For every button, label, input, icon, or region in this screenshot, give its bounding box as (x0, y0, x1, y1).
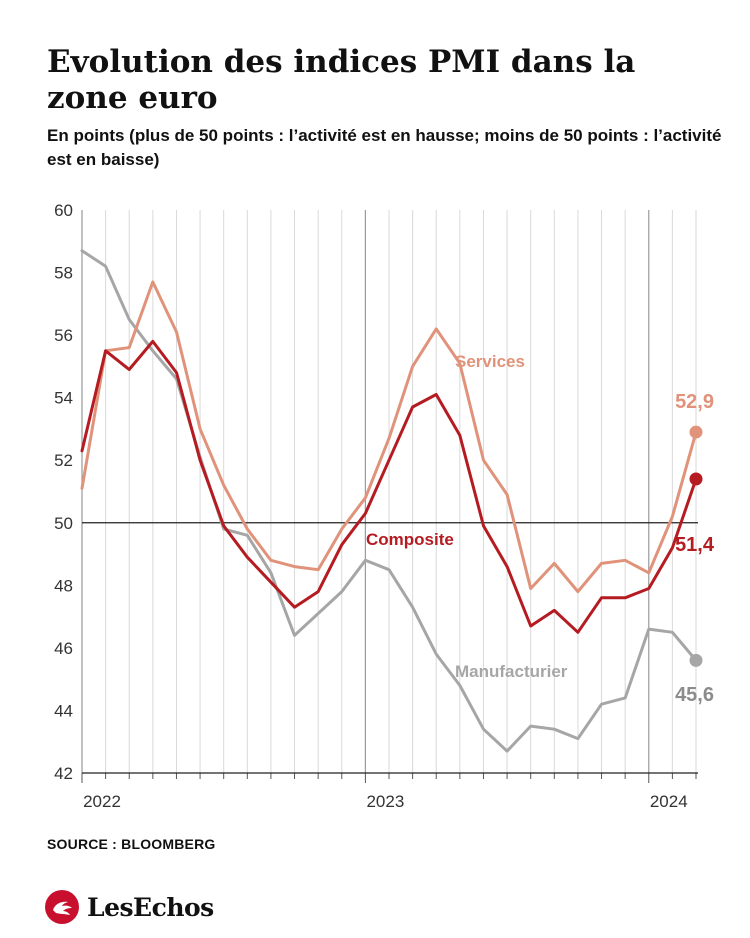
services-end-point (689, 425, 703, 439)
x-tick-label: 2024 (650, 792, 688, 811)
series-lines (80, 249, 703, 753)
services-end-value: 52,9 (675, 391, 714, 413)
y-tick-label: 42 (54, 764, 73, 783)
composite-end-point (689, 472, 703, 486)
manufacturier-end-value: 45,6 (675, 684, 714, 706)
manufacturier-series-name: Manufacturier (455, 662, 568, 681)
y-tick-label: 60 (54, 201, 73, 220)
y-tick-label: 44 (54, 701, 73, 720)
y-tick-label: 54 (54, 389, 73, 408)
chart-subtitle: En points (plus de 50 points : l’activit… (47, 126, 722, 169)
x-axis-ticks: 2022 2023 2024 (83, 792, 688, 811)
y-tick-label: 50 (54, 514, 73, 533)
x-tick-label: 2023 (366, 792, 404, 811)
manufacturier-end-point (689, 653, 703, 667)
composite-series-line (80, 339, 698, 634)
source-note: SOURCE : BLOOMBERG (47, 836, 216, 852)
composite-end-value: 51,4 (675, 534, 715, 556)
logo-bird-icon (45, 890, 79, 924)
x-tick-label: 2022 (83, 792, 121, 811)
grid (81, 210, 698, 783)
y-tick-label: 52 (54, 451, 73, 470)
pmi-line-chart: 42 44 46 48 50 52 54 56 58 60 2022 2023 2024 Servic… (54, 201, 715, 811)
services-series-line (80, 280, 698, 594)
services-series-name: Services (455, 352, 525, 371)
chart-title: Evolution des indices PMI dans la zone e… (47, 44, 636, 116)
composite-series-name: Composite (366, 530, 454, 549)
y-tick-label: 58 (54, 264, 73, 283)
y-axis-ticks: 42 44 46 48 50 52 54 56 58 60 (54, 201, 73, 783)
les-echos-logo[interactable]: LesEchos (45, 888, 214, 926)
y-tick-label: 46 (54, 639, 73, 658)
y-tick-label: 56 (54, 326, 73, 345)
series-labels: Services 52,9 Composite 51,4 Manufacturier 45… (366, 352, 715, 706)
y-tick-label: 48 (54, 576, 73, 595)
logo-wordmark: LesEchos (87, 892, 214, 922)
